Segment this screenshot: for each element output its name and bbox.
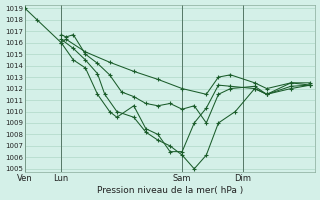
X-axis label: Pression niveau de la mer( hPa ): Pression niveau de la mer( hPa ) <box>97 186 243 195</box>
